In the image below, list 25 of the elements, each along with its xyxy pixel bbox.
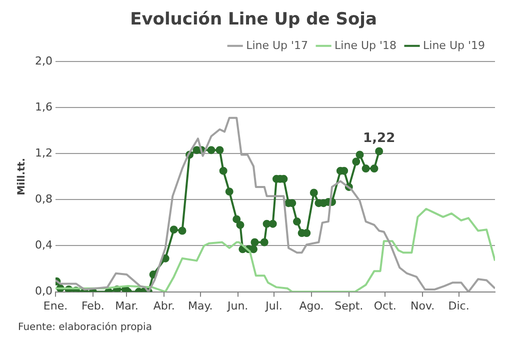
chart-title: Evolución Line Up de Soja xyxy=(130,10,377,30)
x-tick-label: Jun. xyxy=(226,299,248,312)
legend-label: Line Up '17 xyxy=(246,38,308,52)
y-tick-label: 0,0 xyxy=(34,284,52,298)
x-tick-label: Nov. xyxy=(410,299,435,312)
x-tick-label: Ago. xyxy=(299,299,324,312)
y-tick-label: 1,2 xyxy=(34,146,52,160)
annotation: 1,22 xyxy=(363,131,396,146)
y-tick-label: 0,4 xyxy=(34,238,52,252)
legend-label: Line Up '18 xyxy=(334,38,397,52)
y-tick-label: 1,6 xyxy=(34,100,52,114)
x-tick-label: Abr. xyxy=(153,299,175,312)
y-tick-label: 2,0 xyxy=(34,54,52,68)
y-axis-title: Mill.tt. xyxy=(16,158,28,196)
x-tick-label: Sept. xyxy=(334,299,364,312)
legend-label: Line Up '19 xyxy=(423,38,486,52)
y-tick-label: 0,8 xyxy=(34,192,52,206)
source-note: Fuente: elaboración propia xyxy=(18,322,153,333)
x-tick-label: Feb. xyxy=(81,299,104,312)
x-tick-label: Jul. xyxy=(264,299,282,312)
x-tick-label: May. xyxy=(188,299,213,312)
x-tick-label: Mar. xyxy=(115,299,138,312)
x-tick-label: Dic. xyxy=(448,299,470,312)
x-tick-label: Ene. xyxy=(43,299,68,312)
x-tick-label: Oct. xyxy=(374,299,396,312)
